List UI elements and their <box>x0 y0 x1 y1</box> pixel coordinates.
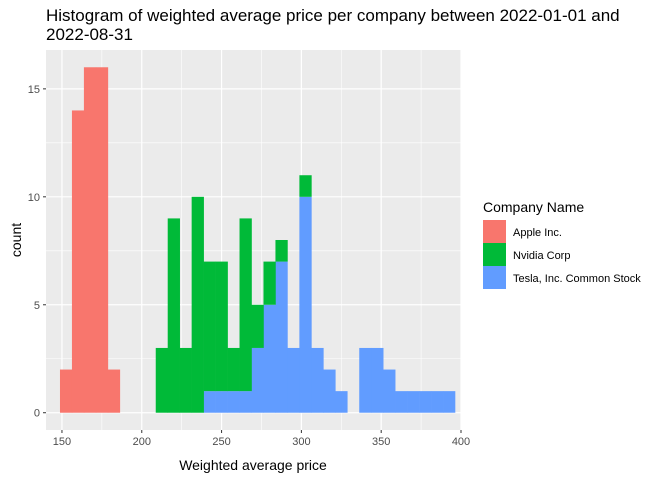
y-axis-title: count <box>8 223 24 257</box>
histogram-bar <box>275 240 288 262</box>
legend-label: Tesla, Inc. Common Stock <box>513 273 641 285</box>
histogram-bar <box>251 304 264 348</box>
histogram-bar <box>263 304 276 413</box>
histogram-bar <box>95 67 109 413</box>
legend-swatch <box>483 266 506 289</box>
histogram-bar <box>203 391 216 413</box>
x-tick-label: 200 <box>133 436 151 448</box>
histogram-bar <box>251 347 264 413</box>
histogram-bar <box>239 218 252 392</box>
histogram-bar <box>383 369 396 413</box>
histogram-bar <box>107 369 121 413</box>
histogram-bar <box>71 110 85 413</box>
histogram-bar <box>419 391 432 413</box>
legend-label: Apple Inc. <box>513 227 562 239</box>
legend-swatch <box>483 220 506 243</box>
histogram-bar <box>227 347 240 392</box>
histogram-bar <box>191 196 204 413</box>
histogram-bar <box>239 391 252 413</box>
y-tick-label: 5 <box>34 300 40 312</box>
histogram-bar <box>83 67 97 413</box>
histogram-bar <box>299 175 312 197</box>
legend-title: Company Name <box>483 199 584 215</box>
chart-title-line-1: Histogram of weighted average price per … <box>46 6 620 25</box>
histogram-bar <box>287 347 300 413</box>
x-axis: 150 200 250 300 350 400 <box>53 430 470 448</box>
histogram-bar <box>371 347 384 413</box>
histogram-bar <box>215 261 228 392</box>
x-tick-label: 350 <box>372 436 390 448</box>
legend: Company Name Apple Inc. Nvidia Corp Tesla,… <box>483 199 641 289</box>
histogram-bar <box>323 369 336 413</box>
x-tick-label: 250 <box>212 436 230 448</box>
histogram-bar <box>179 347 192 413</box>
legend-swatch <box>483 243 506 266</box>
histogram-bar <box>275 261 288 413</box>
x-axis-title: Weighted average price <box>179 457 327 473</box>
histogram-bar <box>263 261 276 305</box>
histogram-bar <box>443 391 456 413</box>
x-tick-label: 300 <box>292 436 310 448</box>
histogram-bar <box>167 218 180 413</box>
y-tick-label: 15 <box>28 84 40 96</box>
chart-title-line-2: 2022-08-31 <box>46 25 133 44</box>
legend-label: Nvidia Corp <box>513 250 570 262</box>
histogram-bar <box>59 369 73 413</box>
x-tick-label: 150 <box>53 436 71 448</box>
histogram-bar <box>407 391 420 413</box>
histogram-bar <box>155 347 169 413</box>
y-axis: 0 5 10 15 <box>28 84 46 420</box>
histogram-bar <box>299 196 312 413</box>
histogram-bar <box>311 347 324 413</box>
histogram-bar <box>203 261 216 392</box>
histogram-bar <box>431 391 444 413</box>
y-tick-label: 0 <box>34 408 40 420</box>
x-tick-label: 400 <box>452 436 470 448</box>
histogram-bar <box>227 391 240 413</box>
histogram-bar <box>215 391 228 413</box>
histogram-bar <box>395 391 408 413</box>
y-tick-label: 10 <box>28 192 40 204</box>
histogram-bar <box>359 347 372 413</box>
histogram-bar <box>335 391 348 413</box>
histogram-bars <box>59 67 456 413</box>
